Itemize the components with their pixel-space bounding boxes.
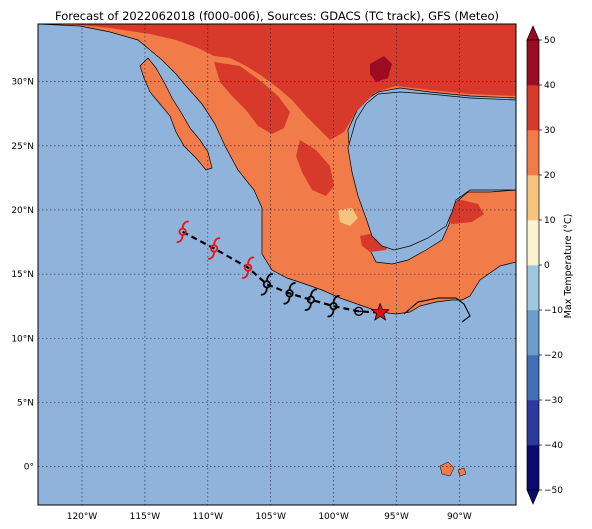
gulf-of-mexico bbox=[347, 91, 516, 251]
gridlines bbox=[38, 24, 516, 505]
lon-tick-label: 115°W bbox=[130, 512, 161, 522]
colorbar-bin bbox=[527, 130, 539, 176]
colorbar-label: Max Temperature (°C) bbox=[563, 213, 574, 319]
cyclone-track bbox=[176, 220, 390, 321]
colorbar-extend-min bbox=[526, 489, 540, 505]
colorbar-tick-label: −50 bbox=[544, 486, 563, 496]
disturbance-icon bbox=[354, 306, 364, 317]
colorbar-bin bbox=[527, 445, 539, 491]
colorbar-tick-label: 30 bbox=[544, 126, 556, 136]
lat-tick-label: 30°N bbox=[11, 78, 34, 88]
track-line bbox=[182, 230, 381, 314]
extreme-heat-zone bbox=[370, 56, 392, 82]
cool-zone-highland bbox=[338, 208, 358, 226]
lon-tick-label: 110°W bbox=[193, 512, 224, 522]
lon-tick-label: 100°W bbox=[318, 512, 349, 522]
tropical-depression-icon bbox=[283, 282, 296, 305]
south-america-coastline bbox=[403, 297, 471, 323]
colorbar-tick-label: 10 bbox=[544, 216, 556, 226]
lat-tick-label: 20°N bbox=[11, 206, 34, 216]
colorbar-bin bbox=[527, 175, 539, 221]
tropical-storm-icon bbox=[241, 256, 255, 279]
lat-tick-label: 10°N bbox=[11, 334, 34, 344]
colorbar-bin bbox=[527, 265, 539, 311]
tropical-depression-icon bbox=[304, 288, 318, 311]
colorbar-bin bbox=[527, 355, 539, 401]
colorbar-tick-label: −30 bbox=[544, 396, 563, 406]
colorbar-extend-max bbox=[526, 25, 540, 41]
lon-tick-label: 105°W bbox=[255, 512, 286, 522]
lat-tick-label: 0° bbox=[24, 463, 34, 473]
latitude-ticks: 30°N 25°N 20°N 15°N 10°N 5°N 0° bbox=[11, 78, 34, 473]
heat-zone-central bbox=[296, 140, 334, 196]
lat-tick-label: 15°N bbox=[11, 270, 34, 280]
colorbar-bin bbox=[527, 310, 539, 356]
land-baja-california bbox=[139, 57, 213, 171]
colorbar-tick-label: −20 bbox=[544, 351, 563, 361]
colorbar-bin bbox=[527, 220, 539, 266]
lon-tick-label: 120°W bbox=[67, 512, 98, 522]
colorbar-tick-label: −40 bbox=[544, 441, 563, 451]
current-position-star-icon bbox=[370, 302, 390, 321]
colorbar-tick-label: 50 bbox=[544, 36, 556, 46]
lon-tick-label: 90°W bbox=[447, 512, 472, 522]
lon-tick-label: 95°W bbox=[384, 512, 409, 522]
colorbar-bin bbox=[527, 400, 539, 446]
map-title: Forecast of 2022062018 (f000-006), Sourc… bbox=[55, 9, 499, 23]
colorbar-bin bbox=[527, 40, 539, 86]
tropical-storm-icon bbox=[207, 237, 221, 260]
tropical-storm-icon bbox=[176, 220, 190, 243]
lat-tick-label: 5°N bbox=[17, 398, 34, 408]
tropical-depression-icon bbox=[260, 273, 274, 296]
colorbar: 50 40 30 20 10 0 −10 −20 −30 −40 −50 bbox=[526, 25, 563, 505]
map-frame bbox=[37, 23, 517, 506]
colorbar-tick-label: 40 bbox=[544, 81, 556, 91]
colorbar-tick-label: 20 bbox=[544, 171, 556, 181]
colorbar-tick-label: −10 bbox=[544, 306, 563, 316]
colorbar-bin bbox=[527, 85, 539, 131]
longitude-ticks: 120°W 115°W 110°W 105°W 100°W 95°W 90°W bbox=[67, 512, 472, 522]
lat-tick-label: 25°N bbox=[11, 142, 34, 152]
tropical-depression-icon bbox=[327, 295, 341, 318]
colorbar-tick-label: 0 bbox=[544, 261, 550, 271]
